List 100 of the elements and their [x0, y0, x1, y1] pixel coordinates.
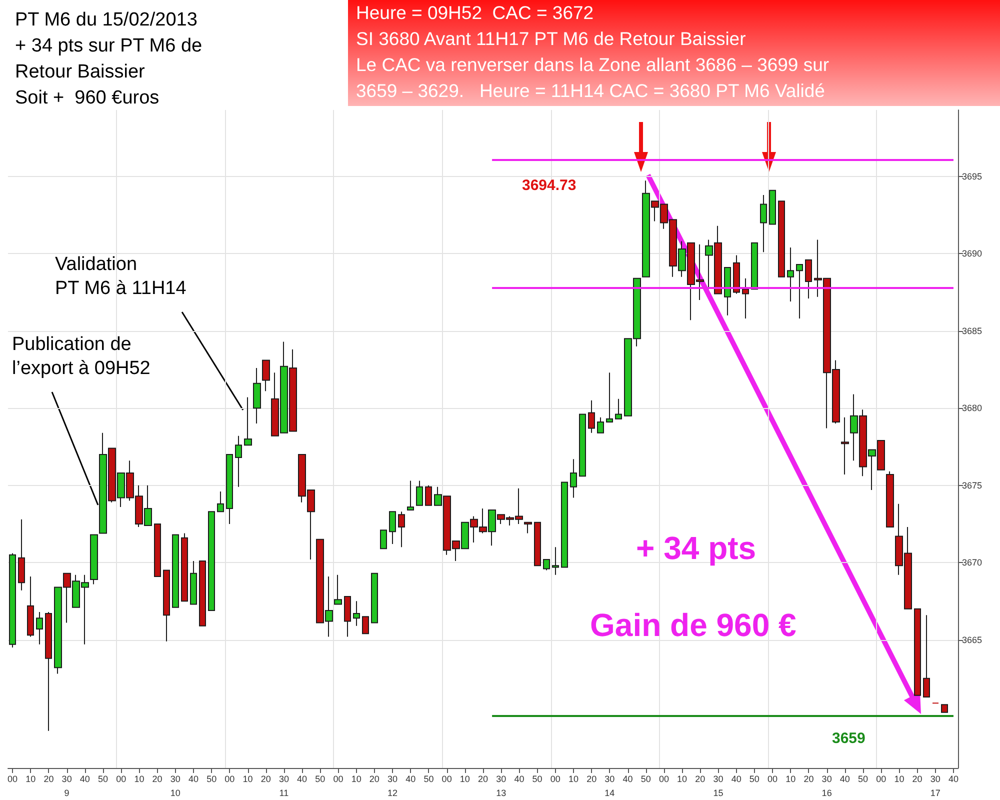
candlestick: [190, 560, 197, 605]
candlestick: [199, 560, 206, 626]
candlestick: [353, 600, 360, 626]
x-tick-label: 20: [44, 774, 54, 784]
x-tick-label: 30 12: [388, 774, 398, 798]
x-tick-label: 40: [840, 774, 850, 784]
candlestick: [380, 530, 387, 550]
candlestick: [18, 518, 25, 591]
candlestick: [805, 259, 812, 299]
x-tick-label: 50: [640, 774, 651, 784]
x-tick-label: 50: [315, 774, 326, 784]
y-tick-label: 3685: [962, 326, 982, 336]
annotation: + 34 pts: [636, 529, 756, 568]
x-tick-label: 20: [152, 774, 162, 784]
candlestick: [163, 570, 170, 642]
candlestick: [724, 267, 731, 316]
x-tick-label: 00: [333, 774, 344, 784]
candlestick: [886, 470, 894, 528]
candlestick: [579, 414, 586, 477]
x-tick-label: 50: [532, 774, 542, 784]
candlestick: [588, 400, 595, 434]
candlestick: [534, 522, 541, 566]
candlestick: [615, 398, 622, 420]
y-tick-label: 3690: [962, 248, 982, 259]
candlestick: [742, 278, 749, 320]
candlestick: [570, 458, 577, 498]
candlestick: [172, 534, 179, 608]
candlestick: [597, 416, 604, 434]
candlestick: [778, 200, 785, 278]
x-tick-label: 30 13: [496, 774, 506, 798]
candlestick: [362, 616, 369, 634]
x-tick-label: 50: [424, 774, 434, 784]
x-tick-label: 30 17: [930, 774, 940, 798]
candlestick: [524, 522, 532, 534]
candlestick: [407, 480, 414, 511]
y-tick-label: 3695: [962, 171, 982, 182]
text: SI 3680 Avant 11H17 PT M6 de Retour Baissier: [356, 27, 747, 51]
x-tick-label: 10: [134, 774, 144, 784]
candlestick: [27, 576, 34, 638]
candlestick: [262, 360, 270, 392]
candlestick: [552, 546, 559, 576]
x-tick-label: 10: [677, 774, 688, 784]
candlestick: [914, 608, 921, 696]
x-tick-label: 50: [858, 774, 868, 784]
candlestick: [371, 572, 378, 624]
x-tick-label: 20: [912, 774, 922, 784]
candlestick: [841, 416, 849, 476]
x-tick-label: 30 11: [278, 774, 289, 798]
x-tick-label: 10: [242, 774, 253, 784]
x-tick-label: 50: [206, 774, 217, 784]
x-tick-label: 30 9: [62, 774, 72, 798]
y-tick-label: 3665: [962, 634, 982, 645]
x-tick-label: 40: [948, 774, 958, 784]
candlestick: [425, 484, 432, 506]
x-tick-label: 00: [116, 774, 126, 784]
candlestick: [751, 242, 758, 290]
x-tick-label: 10: [786, 774, 796, 784]
candlestick: [344, 596, 351, 638]
text: Le CAC va renverser dans la Zone allant 3686 – 3699 sur: [356, 53, 830, 77]
annotation: Gain de 960 €: [590, 606, 796, 645]
x-tick-label: 30 15: [713, 774, 724, 798]
x-tick-label: 40: [406, 774, 416, 784]
x-tick-label: 50: [749, 774, 760, 784]
candlestick: [733, 254, 740, 294]
x-tick-label: 20: [586, 774, 597, 784]
x-tick-label: 10: [460, 774, 470, 784]
candlestick: [235, 435, 242, 488]
candlestick: [543, 558, 550, 571]
x-tick-label: 20: [369, 774, 380, 784]
candlestick: [90, 534, 98, 585]
text: Heure = 09H52 CAC = 3672: [356, 1, 595, 25]
x-tick-label: 10: [26, 774, 36, 784]
y-tick-label: 3680: [962, 403, 982, 414]
candlestick: [226, 454, 233, 524]
annotation: Publication de l’export à 09H52: [12, 333, 150, 380]
candlestick: [389, 511, 396, 545]
candlestick: [769, 190, 776, 225]
x-tick-label: 30 14: [604, 774, 615, 798]
candlestick: [217, 491, 224, 512]
candlestick: [923, 614, 930, 698]
x-tick-label: 40: [188, 774, 198, 784]
candlestick: [606, 372, 613, 423]
chart-title: PT M6 du 15/02/2013: [15, 10, 198, 30]
x-tick-label: 00: [8, 774, 18, 784]
candlestick: [416, 480, 423, 506]
x-tick-label: 20: [478, 774, 488, 784]
x-tick-label: 10: [351, 774, 362, 784]
x-tick-label: 20: [695, 774, 706, 784]
x-tick-label: 00: [224, 774, 235, 784]
x-tick-label: 10: [894, 774, 904, 784]
candlestick: [334, 574, 342, 605]
annotation: 3694.73: [522, 177, 576, 196]
x-tick-label: 00: [768, 774, 778, 784]
x-tick-label: 00: [442, 774, 452, 784]
x-tick-label: 40: [514, 774, 524, 784]
x-tick-label: 30 16: [822, 774, 832, 798]
candlestick: [253, 367, 261, 424]
candlestick: [941, 704, 948, 713]
candlestick: [796, 264, 803, 320]
candlestick: [787, 246, 794, 302]
